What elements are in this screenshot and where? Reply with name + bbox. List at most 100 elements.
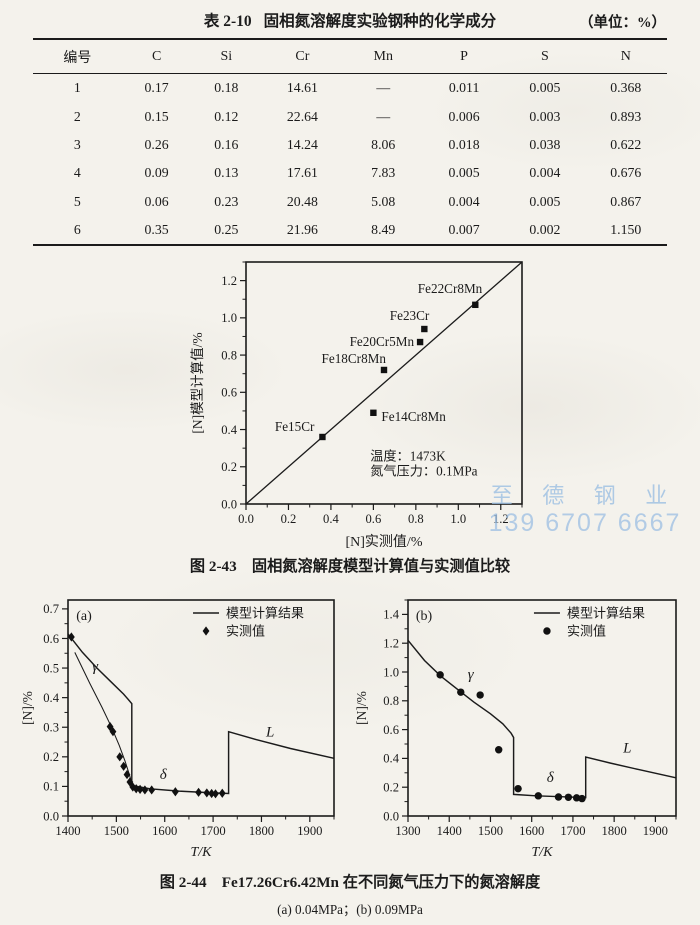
column-header: N [584, 39, 667, 74]
table-cell: 0.622 [610, 136, 642, 152]
svg-text:0.5: 0.5 [43, 662, 59, 676]
svg-text:0.2: 0.2 [43, 750, 59, 764]
svg-text:1.0: 1.0 [383, 666, 399, 680]
table-header-row: 表 2-10 固相氮溶解度实验钢种的化学成分 （单位：%） [0, 0, 700, 31]
table-cell: 0.18 [214, 80, 239, 96]
svg-text:模型计算结果: 模型计算结果 [226, 606, 304, 621]
svg-text:温度：1473K: 温度：1473K [370, 449, 446, 464]
table-cell: 0.011 [448, 80, 480, 96]
svg-text:0.2: 0.2 [281, 512, 297, 526]
svg-text:1400: 1400 [437, 824, 462, 838]
table-cell: — [376, 108, 391, 124]
svg-text:实测值: 实测值 [226, 624, 265, 639]
table-row: 6 0.35 0.25 21.96 8.49 0.007 0.002 1.150 [33, 216, 667, 245]
svg-text:0.4: 0.4 [323, 512, 339, 526]
table-cell: 0.007 [448, 222, 480, 238]
fig-2-44-caption: 图 2-44 Fe17.26Cr6.42Mn 在不同氮气压力下的氮溶解度 [159, 874, 541, 892]
table-cell: 1 [73, 80, 81, 96]
table-title: 表 2-10 固相氮溶解度实验钢种的化学成分 [204, 13, 496, 30]
table-cell: 0.12 [214, 108, 239, 124]
svg-text:实测值: 实测值 [567, 624, 606, 639]
composition-table: 编号 C Si Cr Mn P S N 1 0.17 0.18 14.61 — 0.011 0.005 0.… [33, 38, 667, 247]
svg-text:0.6: 0.6 [366, 512, 382, 526]
svg-text:[N]/%: [N]/% [354, 691, 369, 725]
svg-text:0.8: 0.8 [408, 512, 424, 526]
column-header: Mn [343, 39, 423, 74]
svg-text:Fe20Cr5Mn: Fe20Cr5Mn [350, 334, 415, 349]
svg-text:δ: δ [547, 770, 555, 786]
table-row: 1 0.17 0.18 14.61 — 0.011 0.005 0.368 [33, 74, 667, 103]
table-cell: 17.61 [286, 165, 318, 181]
svg-text:1.2: 1.2 [493, 512, 509, 526]
column-header: C [121, 39, 192, 74]
svg-text:0.4: 0.4 [383, 752, 399, 766]
svg-text:0.0: 0.0 [221, 498, 237, 512]
table-cell: 0.005 [529, 193, 561, 209]
fig-2-44-subcaption: (a) 0.04MPa；(b) 0.09MPa [277, 902, 423, 918]
svg-text:(b): (b) [416, 609, 433, 624]
table-head-row: 编号 C Si Cr Mn P S N [33, 39, 667, 74]
table-cell: 0.018 [448, 136, 480, 152]
svg-text:氮气压力：0.1MPa: 氮气压力：0.1MPa [370, 464, 477, 479]
table-row: 2 0.15 0.12 22.64 — 0.006 0.003 0.893 [33, 102, 667, 130]
svg-text:0.8: 0.8 [221, 349, 237, 363]
svg-text:[N]模型计算值/%: [N]模型计算值/% [190, 333, 205, 434]
table-cell: 4 [73, 165, 81, 181]
svg-text:0.2: 0.2 [383, 781, 399, 795]
table-cell: 8.06 [371, 136, 396, 152]
table-cell: 0.25 [214, 222, 239, 238]
svg-text:1300: 1300 [395, 824, 420, 838]
svg-text:0.4: 0.4 [43, 691, 59, 705]
svg-text:0.0: 0.0 [43, 810, 59, 824]
column-header: Cr [261, 39, 344, 74]
table-cell: 0.368 [610, 80, 642, 96]
table-cell: 0.13 [214, 165, 239, 181]
table-cell: 5.08 [371, 193, 396, 209]
svg-text:0.8: 0.8 [383, 694, 399, 708]
svg-text:[N]实测值/%: [N]实测值/% [346, 534, 423, 550]
table-row: 5 0.06 0.23 20.48 5.08 0.004 0.005 0.867 [33, 188, 667, 216]
column-header: S [505, 39, 585, 74]
svg-text:1700: 1700 [560, 824, 585, 838]
svg-text:1.2: 1.2 [221, 274, 237, 288]
table-cell: 7.83 [371, 165, 396, 181]
svg-text:1.4: 1.4 [383, 608, 399, 622]
table-cell: 0.06 [144, 193, 169, 209]
table-cell: 0.23 [214, 193, 239, 209]
svg-text:Fe22Cr8Mn: Fe22Cr8Mn [418, 281, 483, 296]
table-unit-note: （单位：%） [579, 15, 666, 31]
table-cell: 1.150 [610, 222, 642, 238]
table-row: 3 0.26 0.16 14.24 8.06 0.018 0.038 0.622 [33, 131, 667, 159]
table-cell: — [376, 80, 391, 96]
table-title-text: 固相氮溶解度实验钢种的化学成分 [263, 13, 497, 30]
table-number: 表 2-10 [203, 13, 252, 30]
svg-text:0.1: 0.1 [43, 780, 59, 794]
table-cell: 0.26 [144, 136, 169, 152]
table-cell: 0.17 [144, 80, 169, 96]
table-cell: 2 [73, 108, 81, 124]
fig-2-44-panels: 1400 1500 1600 1700 1800 1900 0.0 0.1 0.2 0.3 0.4 0… [0, 590, 700, 862]
table-cell: 0.003 [529, 108, 561, 124]
fig-2-44a-line-chart: 1400 1500 1600 1700 1800 1900 0.0 0.1 0.2 0.3 0.4 0… [20, 599, 335, 860]
svg-text:1800: 1800 [602, 824, 627, 838]
table-cell: 0.002 [529, 222, 561, 238]
table-cell: 14.24 [286, 136, 318, 152]
svg-text:0.0: 0.0 [383, 810, 399, 824]
svg-text:Fe15Cr: Fe15Cr [275, 419, 315, 434]
svg-text:1600: 1600 [519, 824, 544, 838]
svg-text:T/K: T/K [531, 845, 553, 860]
svg-text:0.3: 0.3 [43, 721, 59, 735]
svg-text:1500: 1500 [104, 824, 129, 838]
column-header: P [422, 39, 506, 74]
svg-text:(a): (a) [76, 609, 92, 624]
svg-text:0.7: 0.7 [43, 602, 59, 616]
table-cell: 0.004 [448, 193, 480, 209]
table-cell: 0.004 [529, 165, 561, 181]
svg-text:L: L [265, 725, 274, 741]
table-cell: 0.893 [610, 108, 642, 124]
svg-text:δ: δ [160, 767, 168, 783]
svg-text:0.2: 0.2 [221, 460, 237, 474]
svg-text:γ: γ [92, 659, 99, 675]
column-header: 编号 [33, 39, 122, 74]
svg-text:γ: γ [468, 667, 475, 683]
